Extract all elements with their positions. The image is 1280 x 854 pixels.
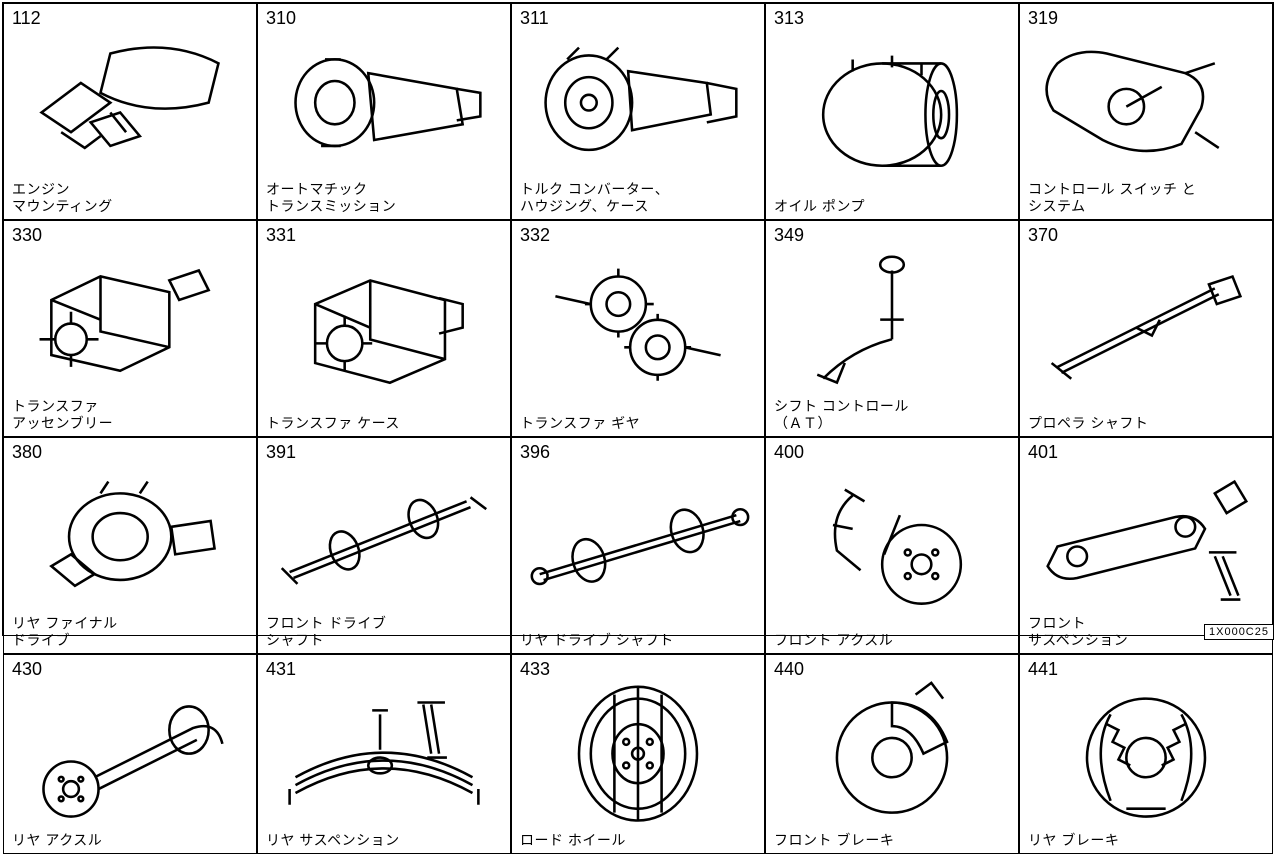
part-cell-440[interactable]: 440 フロント ブレーキ — [765, 654, 1019, 854]
rear-final-icon — [12, 442, 248, 615]
part-label: リヤ サスペンション — [266, 832, 502, 849]
transfer-assy-icon — [12, 225, 248, 398]
oil-pump-icon — [774, 8, 1010, 198]
part-label: フロント アクスル — [774, 632, 1010, 649]
part-cell-319[interactable]: 319 コントロール スイッチ と システム — [1019, 3, 1273, 220]
part-number: 430 — [12, 659, 42, 680]
prop-shaft-icon — [1028, 225, 1264, 415]
part-cell-380[interactable]: 380 リヤ ファイナル ドライブ — [3, 437, 257, 654]
part-number: 433 — [520, 659, 550, 680]
part-label: フロント ブレーキ — [774, 832, 1010, 849]
part-label: エンジン マウンティング — [12, 181, 248, 215]
part-cell-430[interactable]: 430 リヤ アクスル — [3, 654, 257, 854]
part-number: 331 — [266, 225, 296, 246]
part-label: リヤ アクスル — [12, 832, 248, 849]
part-cell-401[interactable]: 401 フロント サスペンション — [1019, 437, 1273, 654]
part-number: 330 — [12, 225, 42, 246]
part-number: 396 — [520, 442, 550, 463]
part-cell-431[interactable]: 431 リヤ サスペンション — [257, 654, 511, 854]
part-number: 319 — [1028, 8, 1058, 29]
torque-conv-icon — [520, 8, 756, 181]
part-cell-112[interactable]: 112 エンジン マウンティング — [3, 3, 257, 220]
part-cell-310[interactable]: 310 オートマチック トランスミッション — [257, 3, 511, 220]
part-label: トルク コンバーター、 ハウジング、ケース — [520, 181, 756, 215]
part-cell-331[interactable]: 331 トランスファ ケース — [257, 220, 511, 437]
part-label: フロント ドライブ シャフト — [266, 615, 502, 649]
part-label: オートマチック トランスミッション — [266, 181, 502, 215]
rear-drive-shaft-icon — [520, 442, 756, 632]
part-number: 332 — [520, 225, 550, 246]
part-number: 380 — [12, 442, 42, 463]
part-number: 313 — [774, 8, 804, 29]
transfer-case-icon — [266, 225, 502, 415]
part-label: プロペラ シャフト — [1028, 415, 1264, 432]
part-label: トランスファ アッセンブリー — [12, 398, 248, 432]
part-cell-332[interactable]: 332 トランスファ ギヤ — [511, 220, 765, 437]
part-label: リヤ ドライブ シャフト — [520, 632, 756, 649]
part-number: 311 — [520, 8, 549, 29]
part-number: 112 — [12, 8, 41, 29]
front-axle-icon — [774, 442, 1010, 632]
part-cell-396[interactable]: 396 リヤ ドライブ シャフト — [511, 437, 765, 654]
part-cell-311[interactable]: 311 トルク コンバーター、 ハウジング、ケース — [511, 3, 765, 220]
part-number: 391 — [266, 442, 296, 463]
part-label: オイル ポンプ — [774, 198, 1010, 215]
part-label: シフト コントロール （ＡＴ） — [774, 398, 1010, 432]
part-cell-391[interactable]: 391 フロント ドライブ シャフト — [257, 437, 511, 654]
front-brake-icon — [774, 659, 1010, 832]
part-label: リヤ ファイナル ドライブ — [12, 615, 248, 649]
reference-code: 1X000C25 — [1204, 624, 1274, 640]
part-number: 349 — [774, 225, 804, 246]
part-cell-330[interactable]: 330 トランスファ アッセンブリー — [3, 220, 257, 437]
parts-grid: 112 エンジン マウンティング310 オートマチック トランスミッション311… — [2, 2, 1274, 636]
part-label: リヤ ブレーキ — [1028, 832, 1264, 849]
part-label: コントロール スイッチ と システム — [1028, 181, 1264, 215]
front-susp-icon — [1028, 442, 1264, 615]
auto-trans-icon — [266, 8, 502, 181]
part-number: 400 — [774, 442, 804, 463]
transfer-gear-icon — [520, 225, 756, 415]
part-number: 401 — [1028, 442, 1058, 463]
engine-mount-icon — [12, 8, 248, 181]
part-label: ロード ホイール — [520, 832, 756, 849]
part-cell-349[interactable]: 349 シフト コントロール （ＡＴ） — [765, 220, 1019, 437]
part-label: トランスファ ギヤ — [520, 415, 756, 432]
rear-axle-icon — [12, 659, 248, 832]
part-number: 310 — [266, 8, 296, 29]
part-cell-313[interactable]: 313 オイル ポンプ — [765, 3, 1019, 220]
part-number: 440 — [774, 659, 804, 680]
part-number: 370 — [1028, 225, 1058, 246]
part-cell-441[interactable]: 441 リヤ ブレーキ — [1019, 654, 1273, 854]
part-cell-370[interactable]: 370 プロペラ シャフト — [1019, 220, 1273, 437]
part-number: 431 — [266, 659, 296, 680]
front-drive-shaft-icon — [266, 442, 502, 615]
part-number: 441 — [1028, 659, 1058, 680]
control-switch-icon — [1028, 8, 1264, 181]
part-cell-433[interactable]: 433 ロード ホイール — [511, 654, 765, 854]
shift-control-icon — [774, 225, 1010, 398]
road-wheel-icon — [520, 659, 756, 832]
part-cell-400[interactable]: 400 フロント アクスル — [765, 437, 1019, 654]
rear-susp-icon — [266, 659, 502, 832]
part-label: トランスファ ケース — [266, 415, 502, 432]
rear-brake-icon — [1028, 659, 1264, 832]
